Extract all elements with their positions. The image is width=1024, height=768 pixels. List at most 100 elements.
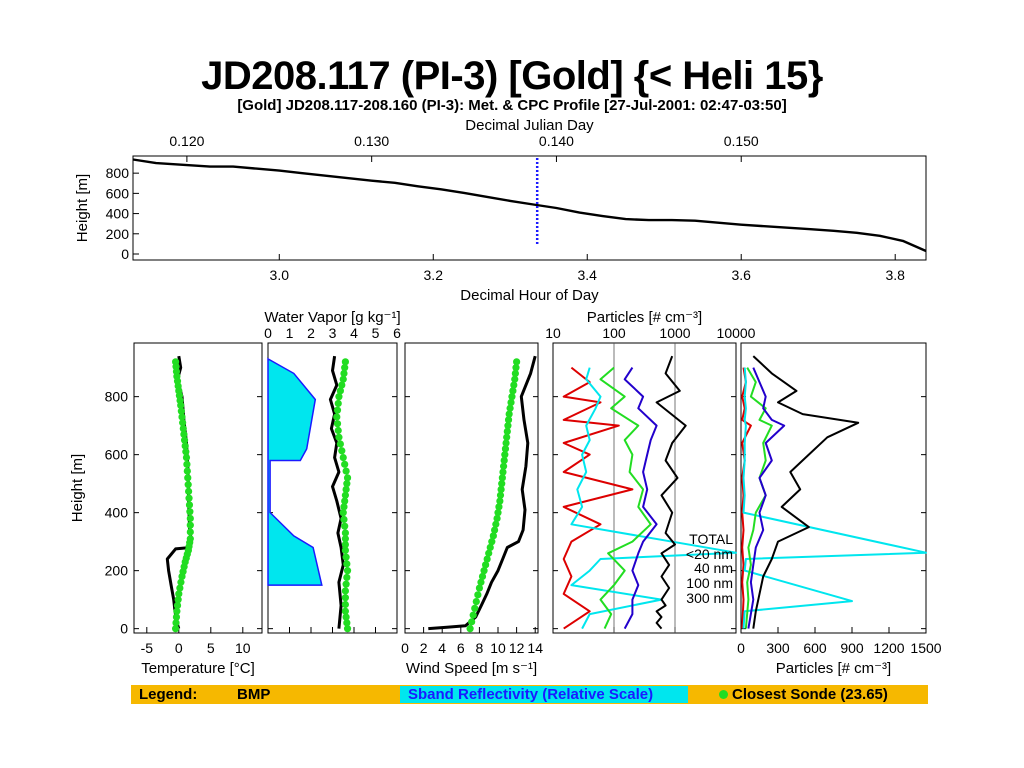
sonde-point [343, 474, 352, 482]
particles-log-x-tick-label: 1000 [659, 325, 690, 341]
legend-sonde-dot-icon [719, 690, 728, 699]
sonde-point [472, 597, 480, 606]
sonde-point [175, 590, 183, 598]
wind-speed-x-tick-label: 4 [438, 640, 446, 656]
particles-linear-frame [740, 342, 927, 634]
sonde-point [173, 607, 181, 615]
sonde-point [186, 508, 194, 516]
water-vapor-x-tick-label: 4 [350, 325, 358, 341]
sonde-point [339, 509, 347, 517]
sonde-point [182, 448, 190, 456]
sonde-point [184, 474, 192, 482]
sonde-point [185, 487, 193, 495]
particle-trace [599, 366, 652, 630]
sonde-point [341, 491, 349, 499]
x-tick-label: 3.8 [885, 267, 905, 283]
particles-linear-x-tick-label: 0 [737, 640, 745, 656]
legend-bmp: BMP [237, 686, 271, 703]
sonde-point [474, 591, 482, 599]
temperature-axis-label: Temperature [°C] [141, 660, 255, 677]
x-tick-label: 3.2 [424, 267, 444, 283]
sonde-point [336, 387, 344, 395]
x-tick-label: 3.4 [578, 267, 598, 283]
sonde-point [335, 393, 343, 401]
sonde-point [510, 381, 518, 389]
temperature-x-tick-label: 0 [175, 640, 183, 656]
sonde-point [502, 439, 510, 447]
wind-speed-x-tick-label: 14 [527, 640, 543, 656]
x-tick-label: 3.6 [731, 267, 751, 283]
water-vapor-x-tick-label: 6 [393, 325, 401, 341]
sonde-point [338, 447, 346, 455]
particles-linear-axis-label: Particles [# cm⁻³] [776, 660, 891, 677]
temperature-x-tick-label: 5 [207, 640, 215, 656]
profile-y-tick-label: 600 [105, 447, 129, 463]
particle-legend-lt20: <20 nm [686, 546, 733, 562]
sonde-point [341, 600, 349, 609]
particles-log-x-tick-label: 100 [602, 325, 626, 341]
temperature-x-tick-label: -5 [141, 640, 154, 656]
sonde-point [172, 625, 180, 633]
sonde-point [498, 480, 506, 488]
particle-trace [747, 367, 786, 629]
profile-y-axis-label: Height [m] [69, 454, 86, 522]
sonde-point [489, 532, 497, 540]
wind-speed-x-tick-label: 12 [509, 640, 525, 656]
sonde-point [333, 420, 342, 428]
sonde-point [486, 543, 494, 552]
sonde-point [475, 584, 484, 592]
water-vapor-x-tick-label: 0 [264, 325, 272, 341]
sonde-point [343, 619, 351, 627]
sonde-point [172, 619, 180, 627]
sonde-point [482, 561, 490, 569]
particle-trace [655, 355, 687, 630]
y-tick-label: 800 [106, 165, 130, 181]
wind-speed-axis-label: Wind Speed [m s⁻¹] [406, 660, 537, 677]
sonde-point [469, 611, 477, 619]
sonde-point [342, 485, 350, 494]
sonde-point [480, 567, 488, 575]
particle-legend-total: TOTAL [689, 531, 733, 547]
sonde-point [343, 625, 352, 633]
top-tick-label: 0.150 [724, 133, 759, 149]
sonde-point [342, 553, 350, 561]
top-axis-label: Decimal Julian Day [465, 117, 594, 134]
height-trace [132, 158, 927, 253]
figure-header: [Gold] JD208.117-208.160 (PI-3): Met. & … [237, 97, 786, 114]
sonde-point [490, 526, 499, 534]
water-vapor-x-tick-label: 1 [286, 325, 294, 341]
sonde-point [342, 467, 350, 475]
sonde-point [340, 369, 348, 378]
particle-trace [752, 355, 860, 629]
particles-log-axis-label: Particles [# cm⁻³] [587, 309, 702, 326]
sonde-point [183, 467, 191, 475]
wind-speed-x-tick-label: 10 [490, 640, 506, 656]
sonde-point [177, 401, 185, 409]
sonde-point [501, 451, 509, 459]
sonde-point [466, 625, 474, 633]
sonde-point [501, 445, 510, 453]
sonde-point [494, 509, 502, 517]
sonde-point [499, 462, 508, 470]
sonde-point [478, 572, 487, 581]
water-vapor-x-tick-label: 2 [307, 325, 315, 341]
sonde-point [341, 607, 349, 615]
particles-log-x-tick-label: 10000 [717, 325, 756, 341]
time-height-frame [132, 155, 927, 261]
sonde-point [341, 529, 349, 537]
sonde-point [495, 503, 503, 511]
sonde-point [505, 410, 513, 418]
wind-speed-x-tick-label: 6 [457, 640, 465, 656]
sonde-point [180, 430, 188, 438]
sonde-point [492, 520, 500, 528]
sonde-point [483, 555, 491, 563]
particle-legend-n100: 100 nm [686, 575, 733, 591]
sonde-point [183, 460, 191, 468]
sonde-point [493, 514, 501, 523]
water-vapor-x-tick-label: 3 [329, 325, 337, 341]
legend-sband: Sband Reflectivity (Relative Scale) [408, 686, 654, 703]
wind-speed-x-tick-label: 8 [476, 640, 484, 656]
sonde-point [341, 497, 349, 505]
sonde-point [179, 424, 187, 433]
